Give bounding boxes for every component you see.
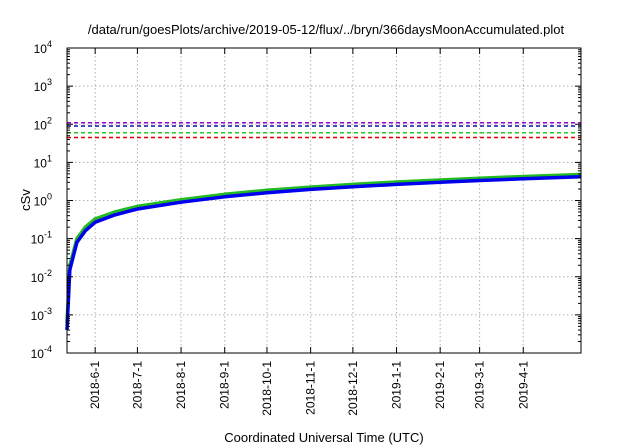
x-tick-label: 2018-9-1	[218, 361, 232, 409]
grid	[67, 48, 581, 353]
x-tick-label: 2018-11-1	[304, 361, 318, 415]
x-axis-label: Coordinated Universal Time (UTC)	[224, 430, 423, 445]
x-tick-label: 2018-10-1	[260, 361, 274, 416]
x-axis: 2018-6-1 2018-7-1 2018-8-1 2018-9-1 2018-10-…	[88, 48, 530, 416]
y-tick-label: 10-4	[31, 344, 52, 361]
y-tick-label: 100	[34, 192, 52, 209]
y-tick-label: 102	[34, 115, 52, 132]
series-group	[65, 121, 582, 331]
x-tick-label: 2019-1-1	[390, 361, 404, 409]
x-tick-label: 2018-6-1	[88, 361, 102, 409]
x-tick-label: 2019-4-1	[516, 361, 530, 409]
series-line-1	[65, 172, 582, 324]
y-axis-label: cSv	[18, 189, 33, 211]
y-tick-label: 10-1	[31, 230, 52, 247]
chart-title: /data/run/goesPlots/archive/2019-05-12/f…	[88, 22, 565, 37]
y-tick-label: 103	[34, 77, 52, 94]
x-tick-label: 2018-8-1	[174, 361, 188, 409]
y-tick-label: 10-3	[31, 306, 52, 323]
x-tick-label: 2019-3-1	[473, 361, 487, 409]
y-tick-label: 10-2	[31, 268, 52, 285]
y-axis: 10-4 10-3 10-2 10-1 100 101 102 103 104	[31, 39, 581, 361]
series-line-2	[65, 174, 582, 331]
x-tick-label: 2018-7-1	[130, 361, 144, 409]
y-tick-label: 101	[34, 153, 52, 170]
x-tick-label: 2019-2-1	[433, 361, 447, 409]
x-tick-label: 2018-12-1	[346, 361, 360, 416]
y-tick-label: 104	[34, 39, 52, 56]
